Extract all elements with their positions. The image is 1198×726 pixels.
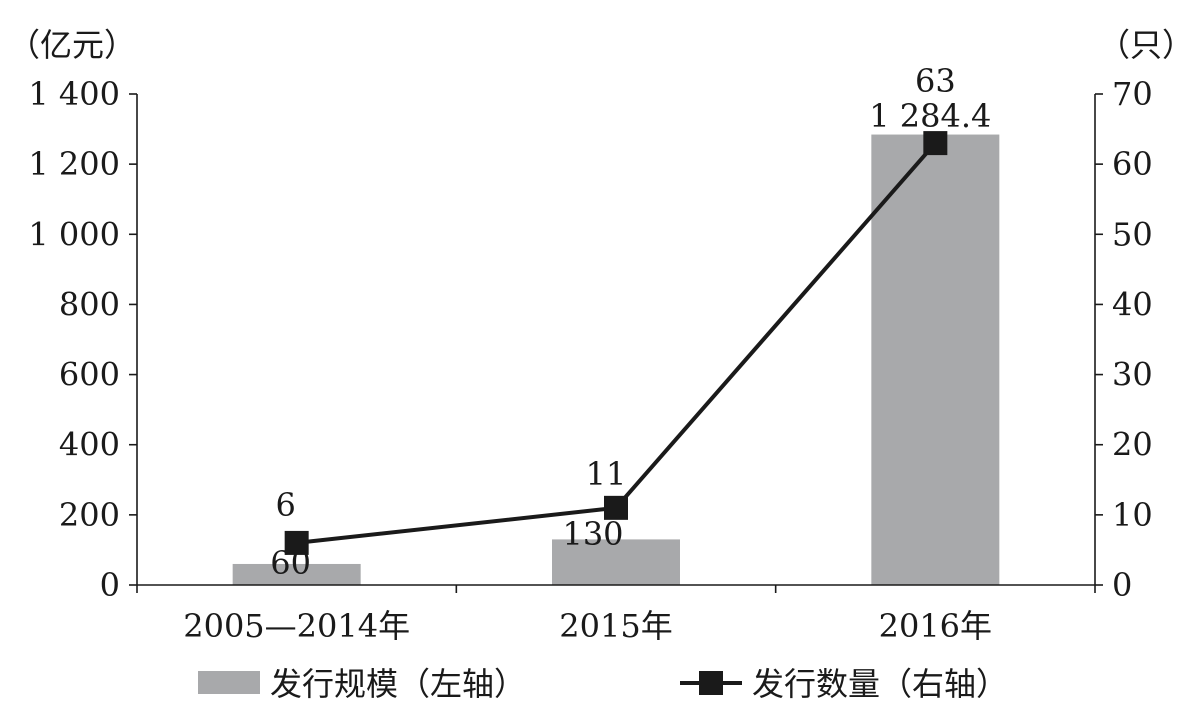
line-marker-0 <box>284 530 309 555</box>
legend: 发行规模（左轴） 发行数量（右轴） <box>198 665 1008 703</box>
left-tick-label: 1 400 <box>28 75 120 113</box>
left-tick-label: 800 <box>59 285 120 323</box>
right-tick-label: 30 <box>1112 356 1153 394</box>
legend-swatch-marker <box>699 671 723 695</box>
bar-layer <box>232 134 1000 585</box>
right-tick-label: 60 <box>1112 145 1153 183</box>
legend-label-line: 发行数量（右轴） <box>752 665 1008 703</box>
left-tick-label: 0 <box>100 566 120 604</box>
x-category-label: 2016年 <box>879 607 992 645</box>
left-axis-unit: （亿元） <box>8 26 136 64</box>
x-category-label: 2005—2014年 <box>183 607 410 645</box>
right-tick-label: 10 <box>1112 496 1153 534</box>
line-layer <box>284 131 948 555</box>
right-axis-unit: （只） <box>1098 26 1194 64</box>
bar-0 <box>232 563 361 585</box>
left-tick-label: 1 200 <box>28 145 120 183</box>
line-value-label: 6 <box>275 486 295 524</box>
line-marker-2 <box>923 131 948 156</box>
line-value-label: 11 <box>586 455 627 493</box>
line-marker-1 <box>604 495 628 520</box>
right-tick-label: 40 <box>1112 285 1153 323</box>
right-tick-label: 50 <box>1112 215 1153 253</box>
left-tick-label: 200 <box>59 496 120 534</box>
right-tick-label: 70 <box>1112 75 1153 113</box>
x-category-label: 2015年 <box>559 607 672 645</box>
bar-value-label: 60 <box>270 544 311 582</box>
bar-1 <box>552 539 680 585</box>
left-tick-label: 400 <box>59 426 120 464</box>
bar-2 <box>871 134 1000 585</box>
left-tick-label: 600 <box>59 356 120 394</box>
line-value-label: 63 <box>915 62 956 100</box>
right-tick-label: 20 <box>1112 426 1153 464</box>
legend-swatch-bar <box>198 671 260 694</box>
labels-layer: 60 130 1 284.4 6 11 63 <box>270 62 991 582</box>
bar-value-label: 130 <box>562 515 623 553</box>
left-tick-label: 1 000 <box>28 215 120 253</box>
axes-layer: 0 200 400 600 800 1 000 1 200 1 400 0 10 20 30 40 50 6… <box>8 26 1194 645</box>
bar-value-label: 1 284.4 <box>869 97 991 135</box>
right-tick-label: 0 <box>1112 566 1132 604</box>
legend-label-bar: 发行规模（左轴） <box>270 665 526 703</box>
